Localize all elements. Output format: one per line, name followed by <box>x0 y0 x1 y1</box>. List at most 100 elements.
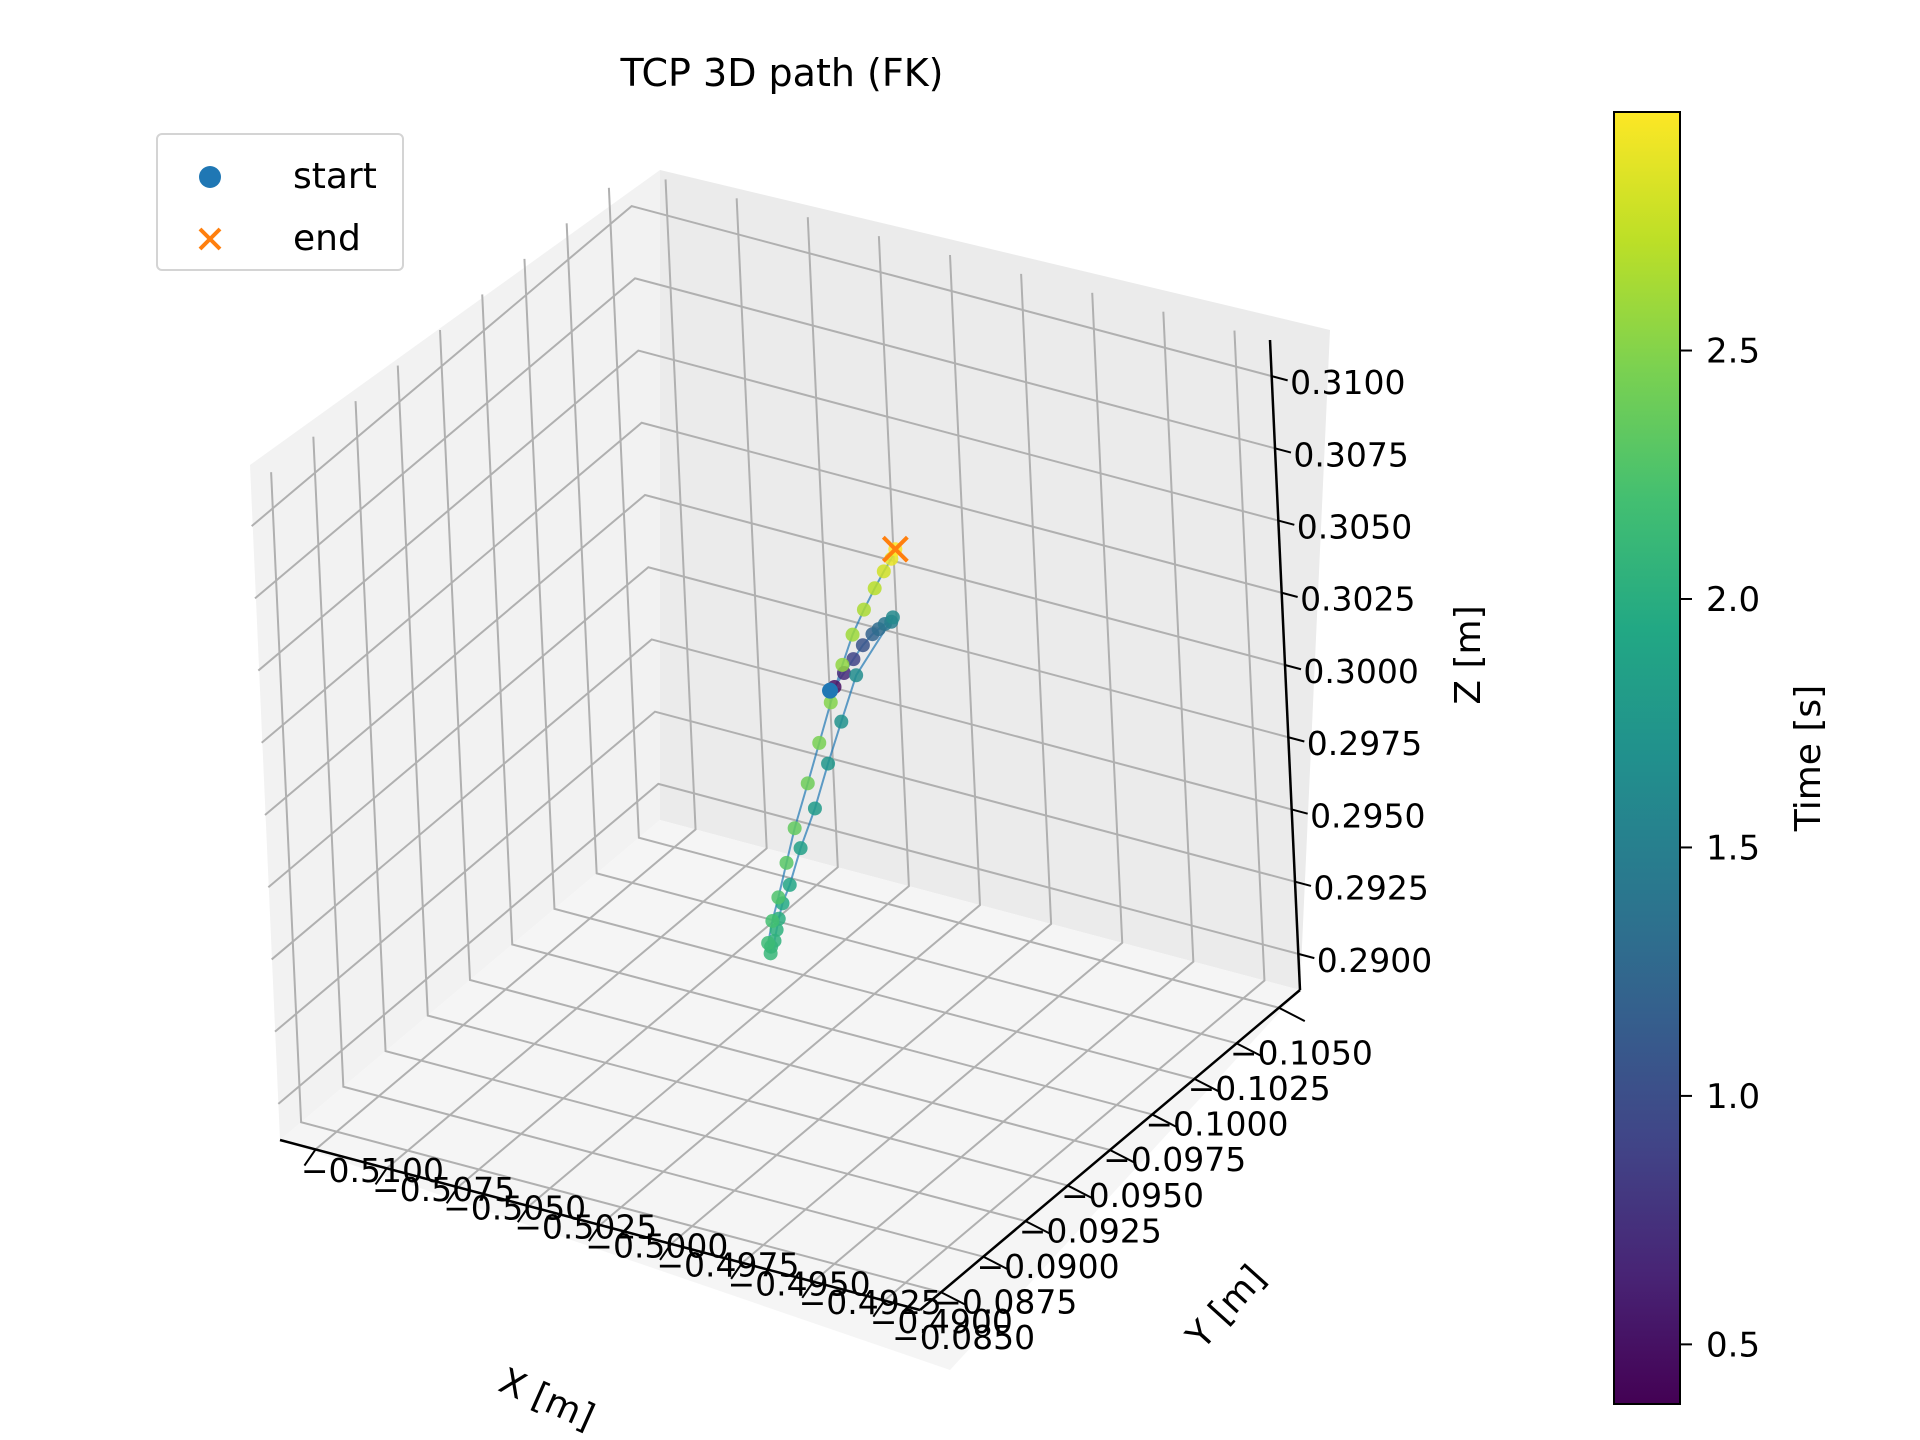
path-point <box>779 855 794 870</box>
path-point <box>807 801 822 816</box>
grid-line-y <box>457 217 839 1188</box>
y-tick-label: −0.5025 <box>514 1208 657 1247</box>
x-marker-icon <box>198 227 222 251</box>
x-tick-label: −0.1025 <box>1188 1069 1331 1108</box>
z-tick-label: 0.2900 <box>1317 941 1432 980</box>
z-tick-mark <box>1271 375 1288 382</box>
path-point <box>761 936 776 951</box>
x-tick-mark <box>982 1255 1010 1271</box>
x-tick-label: −0.0950 <box>1061 1176 1204 1215</box>
y-tick-mark <box>588 1224 601 1242</box>
y-tick-label: −0.5075 <box>372 1170 515 1209</box>
grid-line-y <box>812 311 1195 1283</box>
chart-title: TCP 3D path (FK) <box>620 51 944 95</box>
path-point <box>793 841 808 856</box>
grid-line-x <box>523 258 1195 1080</box>
y-tick-label: −0.4950 <box>728 1264 871 1303</box>
grid-line-x <box>565 223 1237 1045</box>
z-tick-mark <box>1294 880 1312 887</box>
grid-line-x <box>481 294 1153 1116</box>
x-tick-mark <box>1193 1077 1221 1094</box>
x-tick-label: −0.1000 <box>1145 1105 1288 1144</box>
y-tick-mark <box>303 1148 317 1167</box>
circle-marker-icon <box>199 166 221 188</box>
y-tick-label: −0.5000 <box>585 1227 728 1266</box>
z-tick-mark <box>1281 591 1298 598</box>
grid-line-y <box>741 292 1124 1264</box>
y-tick-mark <box>801 1281 815 1299</box>
path-point <box>846 652 861 667</box>
y-tick-mark <box>374 1167 388 1186</box>
tcp-path-points <box>761 535 909 961</box>
z-tick-label: 0.3025 <box>1300 580 1415 619</box>
path-point <box>787 821 802 836</box>
path-point <box>834 714 849 729</box>
z-tick-label: 0.3050 <box>1297 508 1412 547</box>
x-tick-mark <box>1278 1006 1306 1022</box>
colorbar-label: Time [s] <box>1788 685 1829 832</box>
legend-label: start <box>293 156 377 197</box>
end-marker <box>881 535 909 563</box>
grid-line-z <box>261 421 1282 744</box>
x-tick-label: −0.0975 <box>1103 1140 1246 1179</box>
legend: start end <box>156 133 404 271</box>
x-axis-label: X [m] <box>493 1361 600 1439</box>
z-tick-mark <box>1274 447 1292 454</box>
grid-line-y <box>670 273 1053 1245</box>
path-point <box>845 627 860 642</box>
path-point <box>849 668 864 683</box>
grid-line-x <box>607 187 1280 1009</box>
path-point <box>782 877 797 892</box>
colorbar-ticks: 0.5 1.0 1.5 2.0 2.5 <box>1680 332 1760 1365</box>
axis-ticks: −0.1050 −0.5100 0.2900 −0.1025 −0.5075 0.2925… <box>301 363 1432 1357</box>
path-point <box>812 735 827 750</box>
y-tick-mark <box>872 1299 886 1318</box>
grid-line-x <box>312 436 984 1258</box>
y-axis-label: Y [m] <box>1178 1258 1274 1358</box>
y-tick-label: −0.4975 <box>656 1245 799 1284</box>
path-point <box>800 776 815 791</box>
x-tick-label: −0.1050 <box>1230 1034 1373 1073</box>
z-tick-label: 0.3100 <box>1290 363 1405 402</box>
colorbar <box>1613 111 1681 1405</box>
path-point <box>856 602 871 617</box>
y-tick-mark <box>445 1186 459 1204</box>
grid-line-z <box>254 277 1276 600</box>
grid-line-z <box>251 205 1272 527</box>
colorbar-tick-label: 1.0 <box>1706 1077 1760 1117</box>
y-tick-mark <box>516 1205 530 1223</box>
colorbar-tick-label: 0.5 <box>1706 1325 1760 1365</box>
path-point <box>885 610 900 625</box>
colorbar-tick-label: 2.5 <box>1706 332 1760 372</box>
grid-line-z <box>257 349 1279 672</box>
z-tick-mark <box>1291 808 1308 815</box>
grid-line-z <box>274 710 1296 1033</box>
grid-line-z <box>264 493 1286 816</box>
x-tick-label: −0.0925 <box>1019 1211 1162 1250</box>
x-tick-mark <box>940 1291 968 1307</box>
grid-line-z <box>277 782 1299 1105</box>
grid-line-x <box>354 401 1026 1223</box>
y-tick-label: −0.5100 <box>301 1151 444 1190</box>
path-point <box>867 581 882 596</box>
colorbar-tick-label: 2.0 <box>1706 580 1760 620</box>
z-tick-mark <box>1278 519 1295 526</box>
z-tick-label: 0.2975 <box>1307 724 1422 763</box>
z-tick-mark <box>1298 952 1315 960</box>
legend-item-start: start <box>158 157 402 197</box>
x-tick-mark <box>1236 1042 1264 1058</box>
path-point <box>765 913 780 928</box>
grid-line-z <box>267 566 1289 888</box>
grid-line-y <box>599 254 982 1226</box>
path-point <box>835 657 850 672</box>
z-tick-mark <box>1284 664 1302 671</box>
z-tick-label: 0.2925 <box>1313 869 1428 908</box>
back-pane <box>660 170 1330 990</box>
axes-grid <box>251 179 1299 1302</box>
y-tick-mark <box>730 1262 744 1280</box>
legend-label: end <box>293 218 361 259</box>
x-tick-label: −0.0900 <box>976 1247 1119 1286</box>
y-tick-label: −0.4900 <box>870 1302 1013 1341</box>
grid-line-y <box>883 330 1266 1302</box>
